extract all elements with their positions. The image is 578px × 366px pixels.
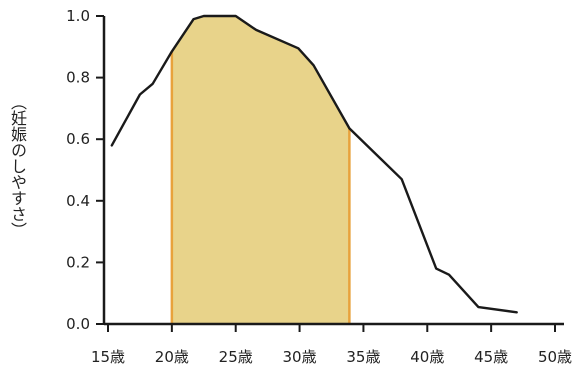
series-line: [110, 14, 518, 314]
x-tick-label: 15歳: [91, 348, 125, 366]
x-tick-label: 35歳: [346, 348, 380, 366]
y-tick-label: 1.0: [66, 7, 90, 25]
x-tick-label: 45歳: [474, 348, 508, 366]
x-tick-label: 30歳: [283, 348, 317, 366]
line-layer: [110, 14, 518, 314]
x-tick-label: 40歳: [410, 348, 444, 366]
highlight-area: [171, 16, 350, 324]
y-axis-title: （妊娠のしやすさ）: [8, 94, 27, 238]
y-tick-label: 0.0: [66, 315, 90, 333]
axis-layer: 0.0 0.2 0.4 0.6 0.8 1.0 15歳 20歳 25歳 30歳 35歳 40歳 45歳 5…: [66, 7, 572, 366]
x-tick-label: 20歳: [155, 348, 189, 366]
y-tick-label: 0.8: [66, 69, 90, 87]
y-tick-label: 0.2: [66, 253, 90, 271]
x-tick-label: 25歳: [219, 348, 253, 366]
highlight-layer: [170, 16, 351, 324]
y-tick-label: 0.4: [66, 192, 90, 210]
y-tick-label: 0.6: [66, 130, 90, 148]
x-tick-label: 50歳: [538, 348, 572, 366]
